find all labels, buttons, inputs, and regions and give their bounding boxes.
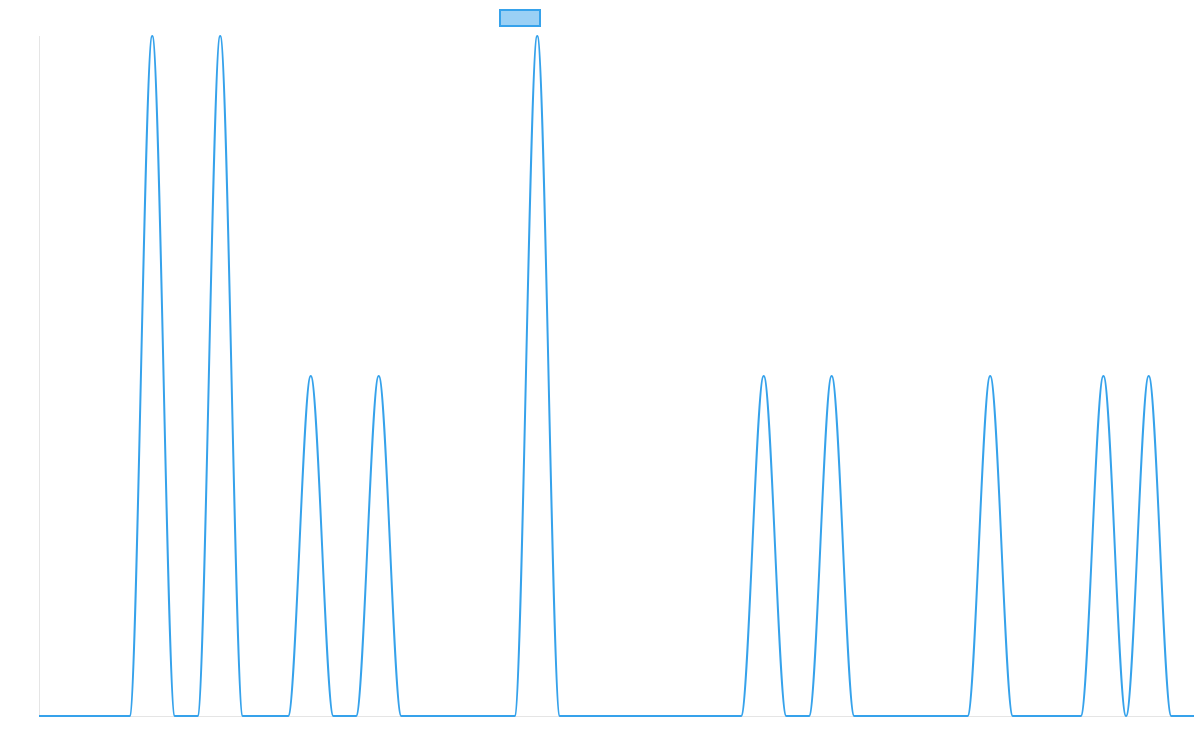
data-point[interactable]	[1078, 713, 1084, 719]
data-point[interactable]	[874, 713, 880, 719]
data-point[interactable]	[308, 373, 314, 379]
data-point[interactable]	[149, 33, 155, 39]
data-point[interactable]	[285, 713, 291, 719]
data-point[interactable]	[1010, 713, 1016, 719]
data-point[interactable]	[1146, 373, 1152, 379]
data-point[interactable]	[36, 713, 42, 719]
data-point[interactable]	[421, 713, 427, 719]
data-point[interactable]	[670, 713, 676, 719]
data-point[interactable]	[489, 713, 495, 719]
data-point[interactable]	[715, 713, 721, 719]
data-point[interactable]	[127, 713, 133, 719]
data-point[interactable]	[965, 713, 971, 719]
data-point[interactable]	[217, 33, 223, 39]
data-point[interactable]	[1055, 713, 1061, 719]
data-point[interactable]	[1168, 713, 1174, 719]
data-point[interactable]	[761, 373, 767, 379]
data-point[interactable]	[625, 713, 631, 719]
data-point[interactable]	[693, 713, 699, 719]
data-point[interactable]	[512, 713, 518, 719]
data-points	[36, 33, 1197, 719]
data-point[interactable]	[398, 713, 404, 719]
data-point[interactable]	[829, 373, 835, 379]
data-point[interactable]	[1032, 713, 1038, 719]
data-point[interactable]	[557, 713, 563, 719]
data-point[interactable]	[330, 713, 336, 719]
data-point[interactable]	[534, 33, 540, 39]
data-point[interactable]	[942, 713, 948, 719]
legend-swatch[interactable]	[499, 9, 541, 27]
series-line	[39, 35, 1194, 718]
data-point[interactable]	[172, 713, 178, 719]
data-point[interactable]	[1191, 713, 1197, 719]
data-point[interactable]	[376, 373, 382, 379]
data-point[interactable]	[195, 713, 201, 719]
data-point[interactable]	[262, 713, 268, 719]
data-point[interactable]	[1123, 713, 1129, 719]
data-point[interactable]	[353, 713, 359, 719]
data-point[interactable]	[851, 713, 857, 719]
data-point[interactable]	[466, 713, 472, 719]
data-point[interactable]	[987, 373, 993, 379]
data-point[interactable]	[919, 713, 925, 719]
data-point[interactable]	[806, 713, 812, 719]
data-point[interactable]	[580, 713, 586, 719]
data-point[interactable]	[444, 713, 450, 719]
data-point[interactable]	[647, 713, 653, 719]
data-point[interactable]	[783, 713, 789, 719]
data-point[interactable]	[602, 713, 608, 719]
data-point[interactable]	[240, 713, 246, 719]
data-point[interactable]	[1100, 373, 1106, 379]
data-point[interactable]	[897, 713, 903, 719]
data-point[interactable]	[738, 713, 744, 719]
